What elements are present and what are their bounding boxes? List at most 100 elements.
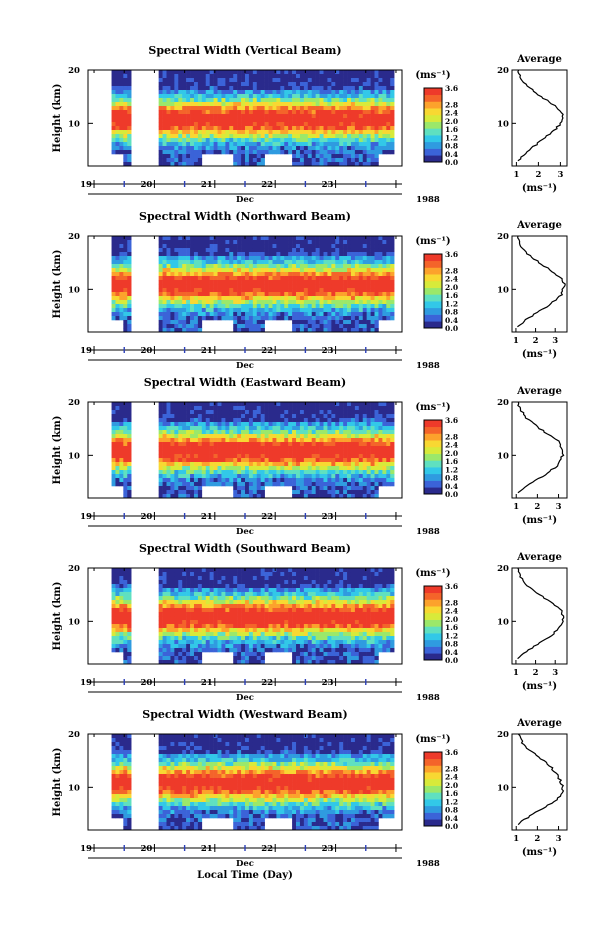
heatmap-cell	[225, 288, 230, 293]
heatmap-cell	[158, 110, 163, 115]
heatmap-cell	[115, 284, 120, 289]
heatmap-cell	[347, 450, 352, 455]
heatmap-cell	[311, 402, 316, 407]
heatmap-cell	[119, 268, 124, 273]
heatmap-cell	[366, 288, 371, 293]
heatmap-cell	[174, 300, 179, 305]
heatmap-cell	[193, 446, 199, 451]
heatmap-cell	[225, 312, 230, 317]
heatmap-cell	[190, 90, 195, 95]
heatmap-cell	[256, 154, 261, 159]
heatmap-cell	[382, 446, 387, 451]
heatmap-cell	[358, 130, 364, 135]
heatmap-cell	[296, 146, 301, 151]
heatmap-cell	[123, 406, 128, 411]
colorbar-swatch	[424, 487, 442, 495]
heatmap-cell	[307, 138, 313, 143]
heatmap-cell	[158, 292, 163, 297]
heatmap-cell	[248, 90, 254, 95]
heatmap-cell	[174, 652, 179, 657]
heatmap-cell	[162, 272, 167, 277]
heatmap-cell	[362, 252, 367, 257]
heatmap-cell	[166, 462, 171, 467]
heatmap-cell	[366, 316, 371, 321]
heatmap-cell	[288, 466, 293, 471]
heatmap-cell	[190, 142, 195, 147]
heatmap-cell	[260, 78, 265, 83]
heatmap-cell	[366, 268, 371, 273]
heatmap-cell	[229, 402, 234, 407]
heatmap-cell	[174, 240, 179, 245]
heatmap-cell	[366, 150, 371, 155]
heatmap-cell	[123, 122, 128, 127]
heatmap-cell	[272, 122, 277, 127]
heatmap-cell	[335, 288, 340, 293]
heatmap-cell	[260, 422, 265, 427]
heatmap-cell	[201, 138, 207, 143]
heatmap-cell	[358, 296, 364, 301]
heatmap-cell	[252, 268, 258, 273]
heatmap-cell	[245, 430, 250, 435]
heatmap-cell	[260, 118, 265, 123]
heatmap-cell	[303, 138, 309, 143]
heatmap-cell	[197, 142, 203, 147]
heatmap-cell	[248, 458, 254, 463]
heatmap-cell	[347, 272, 352, 277]
heatmap-cell	[252, 276, 258, 281]
heatmap-cell	[252, 292, 258, 297]
heatmap-cell	[268, 292, 273, 297]
heatmap-cell	[182, 94, 187, 99]
heatmap-cell	[374, 308, 379, 313]
heatmap-cell	[225, 150, 230, 155]
heatmap-cell	[233, 138, 238, 143]
heatmap-cell	[299, 320, 305, 325]
heatmap-cell	[350, 426, 356, 431]
heatmap-cell	[378, 130, 383, 135]
heatmap-cell	[190, 162, 195, 167]
heatmap-cell	[170, 490, 175, 495]
heatmap-cell	[166, 652, 171, 657]
heatmap-cell	[225, 82, 230, 87]
colorbar-swatch	[424, 480, 442, 488]
heatmap-cell	[123, 98, 128, 103]
heatmap-cell	[115, 256, 120, 261]
heatmap-cell	[256, 490, 261, 495]
heatmap-cell	[386, 146, 391, 151]
heatmap-cell	[237, 316, 242, 321]
heatmap-cell	[307, 280, 313, 285]
heatmap-cell	[292, 466, 297, 471]
heatmap-cell	[347, 106, 352, 111]
heatmap-cell	[311, 276, 316, 281]
heatmap-cell	[339, 268, 344, 273]
heatmap-cell	[162, 402, 167, 407]
heatmap-cell	[256, 288, 261, 293]
heatmap-cell	[229, 418, 234, 423]
heatmap-cell	[186, 490, 191, 495]
heatmap-cell	[390, 70, 395, 75]
heatmap-cell	[264, 70, 269, 75]
heatmap-cell	[390, 252, 395, 257]
heatmap-cell	[370, 406, 375, 411]
heatmap-cell	[178, 118, 183, 123]
heatmap-cell	[221, 426, 226, 431]
heatmap-cell	[123, 632, 128, 637]
heatmap-cell	[382, 134, 387, 139]
heatmap-cell	[327, 482, 332, 487]
heatmap-cell	[311, 490, 316, 495]
heatmap-cell	[347, 134, 352, 139]
heatmap-cell	[217, 74, 222, 79]
heatmap-cell	[193, 158, 199, 163]
heatmap-cell	[280, 450, 285, 455]
heatmap-cell	[201, 312, 207, 317]
colorbar-frame	[423, 419, 443, 495]
heatmap-cell	[186, 410, 191, 415]
heatmap-cell	[111, 608, 116, 613]
heatmap-cell	[174, 292, 179, 297]
heatmap-cell	[335, 138, 340, 143]
heatmap-cell	[111, 572, 116, 577]
heatmap-cell	[390, 138, 395, 143]
heatmap-cell	[319, 434, 324, 439]
heatmap-cell	[303, 418, 309, 423]
heatmap-cell	[311, 304, 316, 309]
heatmap-cell	[350, 406, 356, 411]
